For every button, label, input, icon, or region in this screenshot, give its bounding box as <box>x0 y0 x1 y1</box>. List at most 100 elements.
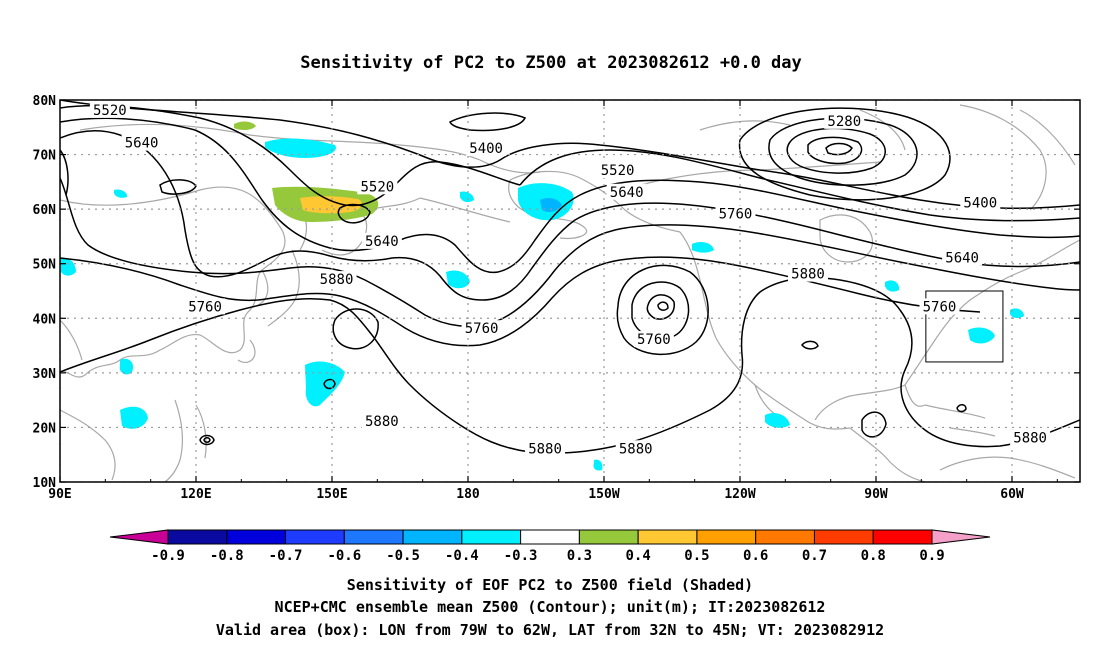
shade-negative-patch <box>446 270 470 289</box>
contour-label-bg <box>89 101 130 118</box>
colorbar-label: 0.6 <box>743 548 768 564</box>
graticule <box>60 100 1080 482</box>
contour-label: 5640 <box>945 250 979 266</box>
contour-label-bg <box>185 298 226 315</box>
y-tick-label: 80N <box>33 94 57 109</box>
colorbar-low-end <box>109 529 169 545</box>
y-tick-label: 50N <box>33 258 57 273</box>
shade-negative-patch <box>885 280 900 292</box>
contour-label-bg <box>461 320 502 337</box>
contour-label-bg <box>357 178 398 195</box>
contour-label: 5760 <box>719 207 753 223</box>
x-tick-label: 90W <box>864 487 888 502</box>
colorbar: -0.9 -0.8 -0.7 -0.6 -0.5 -0.4 -0.3 0.3 0.4 0.5 0.6… <box>109 529 991 564</box>
contour-label: 5760 <box>637 332 671 348</box>
x-tick-label: 120W <box>724 487 755 502</box>
y-tick-label: 30N <box>33 367 57 382</box>
contour-label: 5520 <box>360 179 394 195</box>
contour-label: 5640 <box>125 136 159 152</box>
shade-positive-patch <box>234 121 256 131</box>
contour-label: 5520 <box>93 103 127 119</box>
contour-label-bg <box>824 112 865 129</box>
y-tick-label: 70N <box>33 149 57 164</box>
contour-label-bg <box>466 140 507 157</box>
contour-label: 5640 <box>610 185 644 201</box>
valid-area-box <box>925 290 1004 363</box>
colorbar-label: 0.7 <box>802 548 827 564</box>
shade-negative-patch <box>60 257 76 276</box>
contour-label-bg <box>715 205 756 222</box>
shade-negative-patch <box>765 413 790 428</box>
x-tick-label: 120E <box>180 487 211 502</box>
shade-negative-patch <box>120 406 148 429</box>
contour-label: 5760 <box>465 321 499 337</box>
shade-negative-patch <box>305 361 345 407</box>
colorbar-label: 0.9 <box>919 548 944 564</box>
contour-label: 5280 <box>827 114 861 130</box>
contour-label: 5400 <box>469 141 503 157</box>
shade-negative-patch <box>540 197 562 213</box>
colorbar-label: -0.3 <box>504 548 538 564</box>
z500-contours <box>60 100 1080 454</box>
colorbar-segment <box>578 529 639 545</box>
colorbar-label: -0.5 <box>386 548 420 564</box>
contour-label-bg <box>1010 429 1051 446</box>
contour-label-bg <box>525 440 566 457</box>
contour-label-bg <box>960 194 1001 211</box>
x-axis: 90E 120E 150E 180 150W 120W 90W 60W <box>48 100 1058 502</box>
colorbar-segment <box>637 529 698 545</box>
y-tick-label: 40N <box>33 312 57 327</box>
shade-positive-patch <box>300 196 363 214</box>
contour-label: 5760 <box>188 299 222 315</box>
colorbar-segment <box>813 529 874 545</box>
colorbar-segment <box>755 529 815 545</box>
contour-label-bg <box>942 249 983 266</box>
x-tick-label: 60W <box>1000 487 1024 502</box>
contour-label-bg <box>788 265 828 282</box>
colorbar-segment <box>461 529 522 545</box>
contour-label-bg <box>361 412 402 429</box>
colorbar-label: -0.4 <box>445 548 479 564</box>
colorbar-segment <box>343 529 404 545</box>
y-axis: 80N 70N 60N 50N 40N 30N 20N 10N <box>33 94 1080 491</box>
y-tick-label: 10N <box>33 476 57 491</box>
map-plot-area <box>60 100 1080 482</box>
contour-label-bg <box>919 298 960 315</box>
contour-label: 5880 <box>320 272 354 288</box>
contour-label: 5880 <box>619 441 653 457</box>
colorbar-label: -0.9 <box>151 548 185 564</box>
shade-negative-patch <box>1010 308 1024 319</box>
contour-label-bg <box>361 232 402 249</box>
sensitivity-shading <box>60 121 1024 471</box>
colorbar-segment <box>226 529 287 545</box>
y-tick-label: 20N <box>33 421 57 436</box>
colorbar-label: 0.5 <box>684 548 709 564</box>
colorbar-label: -0.6 <box>327 548 361 564</box>
x-tick-label: 180 <box>456 487 480 502</box>
contour-label-bg <box>597 161 638 178</box>
shade-negative-patch <box>265 138 336 158</box>
caption-line-3: Valid area (box): LON from 79W to 62W, L… <box>216 621 884 639</box>
shade-negative-patch <box>460 191 474 203</box>
colorbar-label: -0.8 <box>210 548 244 564</box>
coastlines <box>60 104 1080 482</box>
colorbar-label: 0.4 <box>626 548 651 564</box>
shade-negative-patch <box>119 358 134 375</box>
shade-negative-patch <box>593 459 603 471</box>
colorbar-segment <box>402 529 463 545</box>
colorbar-segment <box>167 529 228 545</box>
x-tick-label: 150E <box>316 487 347 502</box>
caption-line-1: Sensitivity of EOF PC2 to Z500 field (Sh… <box>347 576 753 594</box>
caption-line-2: NCEP+CMC ensemble mean Z500 (Contour); u… <box>275 598 826 616</box>
colorbar-segment <box>696 529 757 545</box>
shade-negative-patch <box>968 327 995 344</box>
contour-label-bg <box>615 440 656 457</box>
contour-label-bg <box>633 331 674 348</box>
colorbar-label: -0.7 <box>269 548 303 564</box>
colorbar-label: 0.8 <box>861 548 886 564</box>
contour-label: 5880 <box>1013 430 1047 446</box>
shade-negative-patch <box>692 242 714 253</box>
shade-negative-patch <box>114 189 128 198</box>
colorbar-label: 0.3 <box>567 548 592 564</box>
